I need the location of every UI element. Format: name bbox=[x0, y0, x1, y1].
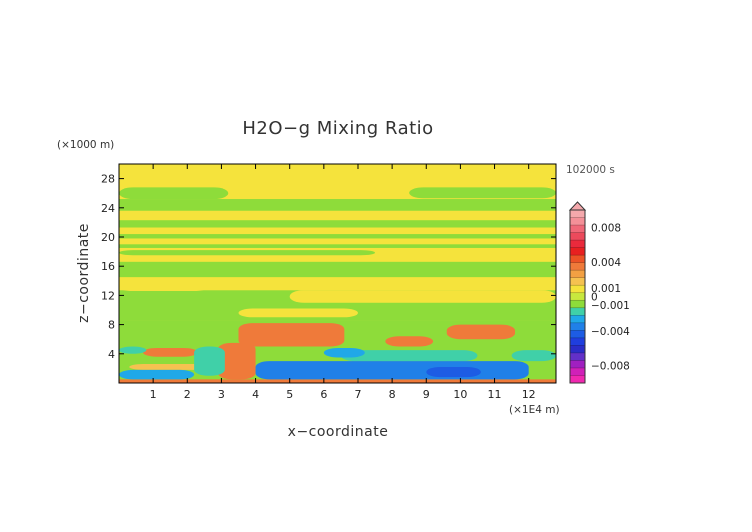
heatmap-region-16 bbox=[446, 324, 516, 340]
colorbar-label-5: −0.004 bbox=[591, 326, 630, 338]
heatmap-region-14 bbox=[238, 323, 345, 347]
heatmap-region-15 bbox=[218, 342, 256, 380]
colorbar-swatch-10 bbox=[570, 285, 585, 294]
y-tick-label-2: 12 bbox=[101, 289, 115, 302]
x-tick-label-0: 1 bbox=[150, 388, 157, 401]
y-unit-label: (×1000 m) bbox=[57, 139, 114, 151]
heatmap-region-21 bbox=[119, 346, 147, 354]
y-tick-label-6: 28 bbox=[101, 173, 115, 186]
time-label: 102000 s bbox=[566, 164, 615, 176]
heatmap-region-28 bbox=[426, 366, 481, 378]
colorbar-overflow-arrow bbox=[568, 201, 587, 211]
x-tick-label-8: 9 bbox=[423, 388, 430, 401]
heatmap-region-5 bbox=[119, 234, 556, 239]
colorbar-label-2: 0.001 bbox=[591, 283, 621, 295]
heatmap-region-12 bbox=[238, 308, 358, 318]
heatmap-region-23 bbox=[340, 350, 478, 362]
y-axis: 4 8 12 16 20 24 28 bbox=[101, 173, 556, 361]
heatmap-region-1 bbox=[119, 199, 556, 211]
colorbar-label-1: 0.004 bbox=[591, 257, 621, 269]
colorbar-swatch-14 bbox=[570, 315, 585, 324]
x-unit-label: (×1E4 m) bbox=[509, 404, 560, 416]
colorbar-swatch-15 bbox=[570, 322, 585, 331]
x-tick-label-3: 4 bbox=[252, 388, 259, 401]
x-tick-label-2: 3 bbox=[218, 388, 225, 401]
colorbar-swatch-20 bbox=[570, 360, 585, 369]
heatmap-region-10 bbox=[119, 283, 208, 292]
heatmap-region-17 bbox=[385, 336, 434, 347]
y-tick-label-0: 4 bbox=[108, 348, 115, 361]
heatmap-region-19 bbox=[119, 379, 556, 383]
heatmap-region-3 bbox=[409, 187, 556, 199]
x-axis-title: x−coordinate bbox=[288, 424, 389, 440]
colorbar-swatch-1 bbox=[570, 217, 585, 226]
colorbar-label-6: −0.008 bbox=[591, 361, 630, 373]
x-tick-label-11: 12 bbox=[522, 388, 536, 401]
colorbar-swatch-21 bbox=[570, 367, 585, 376]
heatmap-region-18 bbox=[142, 347, 198, 357]
colorbar-swatch-9 bbox=[570, 277, 585, 286]
colorbar-swatch-11 bbox=[570, 292, 585, 301]
colorbar-swatch-22 bbox=[570, 375, 585, 384]
x-tick-label-7: 8 bbox=[389, 388, 396, 401]
y-tick-label-5: 24 bbox=[101, 202, 115, 215]
colorbar-swatch-18 bbox=[570, 345, 585, 354]
colorbar-swatch-17 bbox=[570, 337, 585, 346]
x-tick-label-5: 6 bbox=[320, 388, 327, 401]
y-axis-title: z−coordinate bbox=[76, 223, 92, 323]
chart-title: H2O−g Mixing Ratio bbox=[242, 118, 433, 139]
heatmap-region-6 bbox=[119, 244, 556, 248]
heatmap-region-4 bbox=[119, 220, 556, 228]
colorbar-swatch-13 bbox=[570, 307, 585, 316]
colorbar-label-4: −0.001 bbox=[591, 300, 630, 312]
colorbar-swatch-7 bbox=[570, 262, 585, 271]
y-tick-label-3: 16 bbox=[101, 260, 115, 273]
colorbar-label-3: 0 bbox=[591, 292, 598, 304]
x-tick-label-4: 5 bbox=[286, 388, 293, 401]
colorbar-swatch-2 bbox=[570, 225, 585, 234]
colorbar-swatch-4 bbox=[570, 240, 585, 249]
colorbar-frame bbox=[569, 209, 586, 384]
colorbar-swatch-0 bbox=[570, 210, 585, 219]
heatmap-region-7 bbox=[119, 250, 376, 256]
x-tick-label-10: 11 bbox=[488, 388, 502, 401]
heatmap-region-22 bbox=[194, 346, 225, 376]
colorbar-label-0: 0.008 bbox=[591, 222, 621, 234]
y-tick-label-1: 8 bbox=[108, 319, 115, 332]
colorbar-swatch-3 bbox=[570, 232, 585, 241]
colorbar-swatch-8 bbox=[570, 270, 585, 279]
colorbar-swatch-6 bbox=[570, 255, 585, 264]
heatmap-region-8 bbox=[119, 261, 556, 278]
heatmap-region-25 bbox=[119, 369, 195, 380]
heatmap-region-26 bbox=[255, 361, 529, 380]
x-axis: 1 2 3 4 5 6 7 8 9 10 11 12 bbox=[150, 164, 536, 401]
x-tick-label-6: 7 bbox=[354, 388, 361, 401]
heatmap-region-11 bbox=[289, 290, 556, 303]
heatmap-region-20 bbox=[129, 364, 212, 370]
heatmap-region-2 bbox=[119, 187, 229, 200]
colorbar-swatch-19 bbox=[570, 352, 585, 361]
x-tick-label-1: 2 bbox=[184, 388, 191, 401]
heatmap bbox=[119, 164, 556, 383]
y-tick-label-4: 20 bbox=[101, 231, 115, 244]
heatmap-region-27 bbox=[323, 347, 365, 358]
plot-frame bbox=[118, 163, 557, 384]
heatmap-region-24 bbox=[511, 350, 556, 362]
colorbar-swatch-5 bbox=[570, 247, 585, 256]
colorbar-swatch-12 bbox=[570, 300, 585, 309]
colorbar-swatch-16 bbox=[570, 330, 585, 339]
x-tick-label-9: 10 bbox=[453, 388, 467, 401]
